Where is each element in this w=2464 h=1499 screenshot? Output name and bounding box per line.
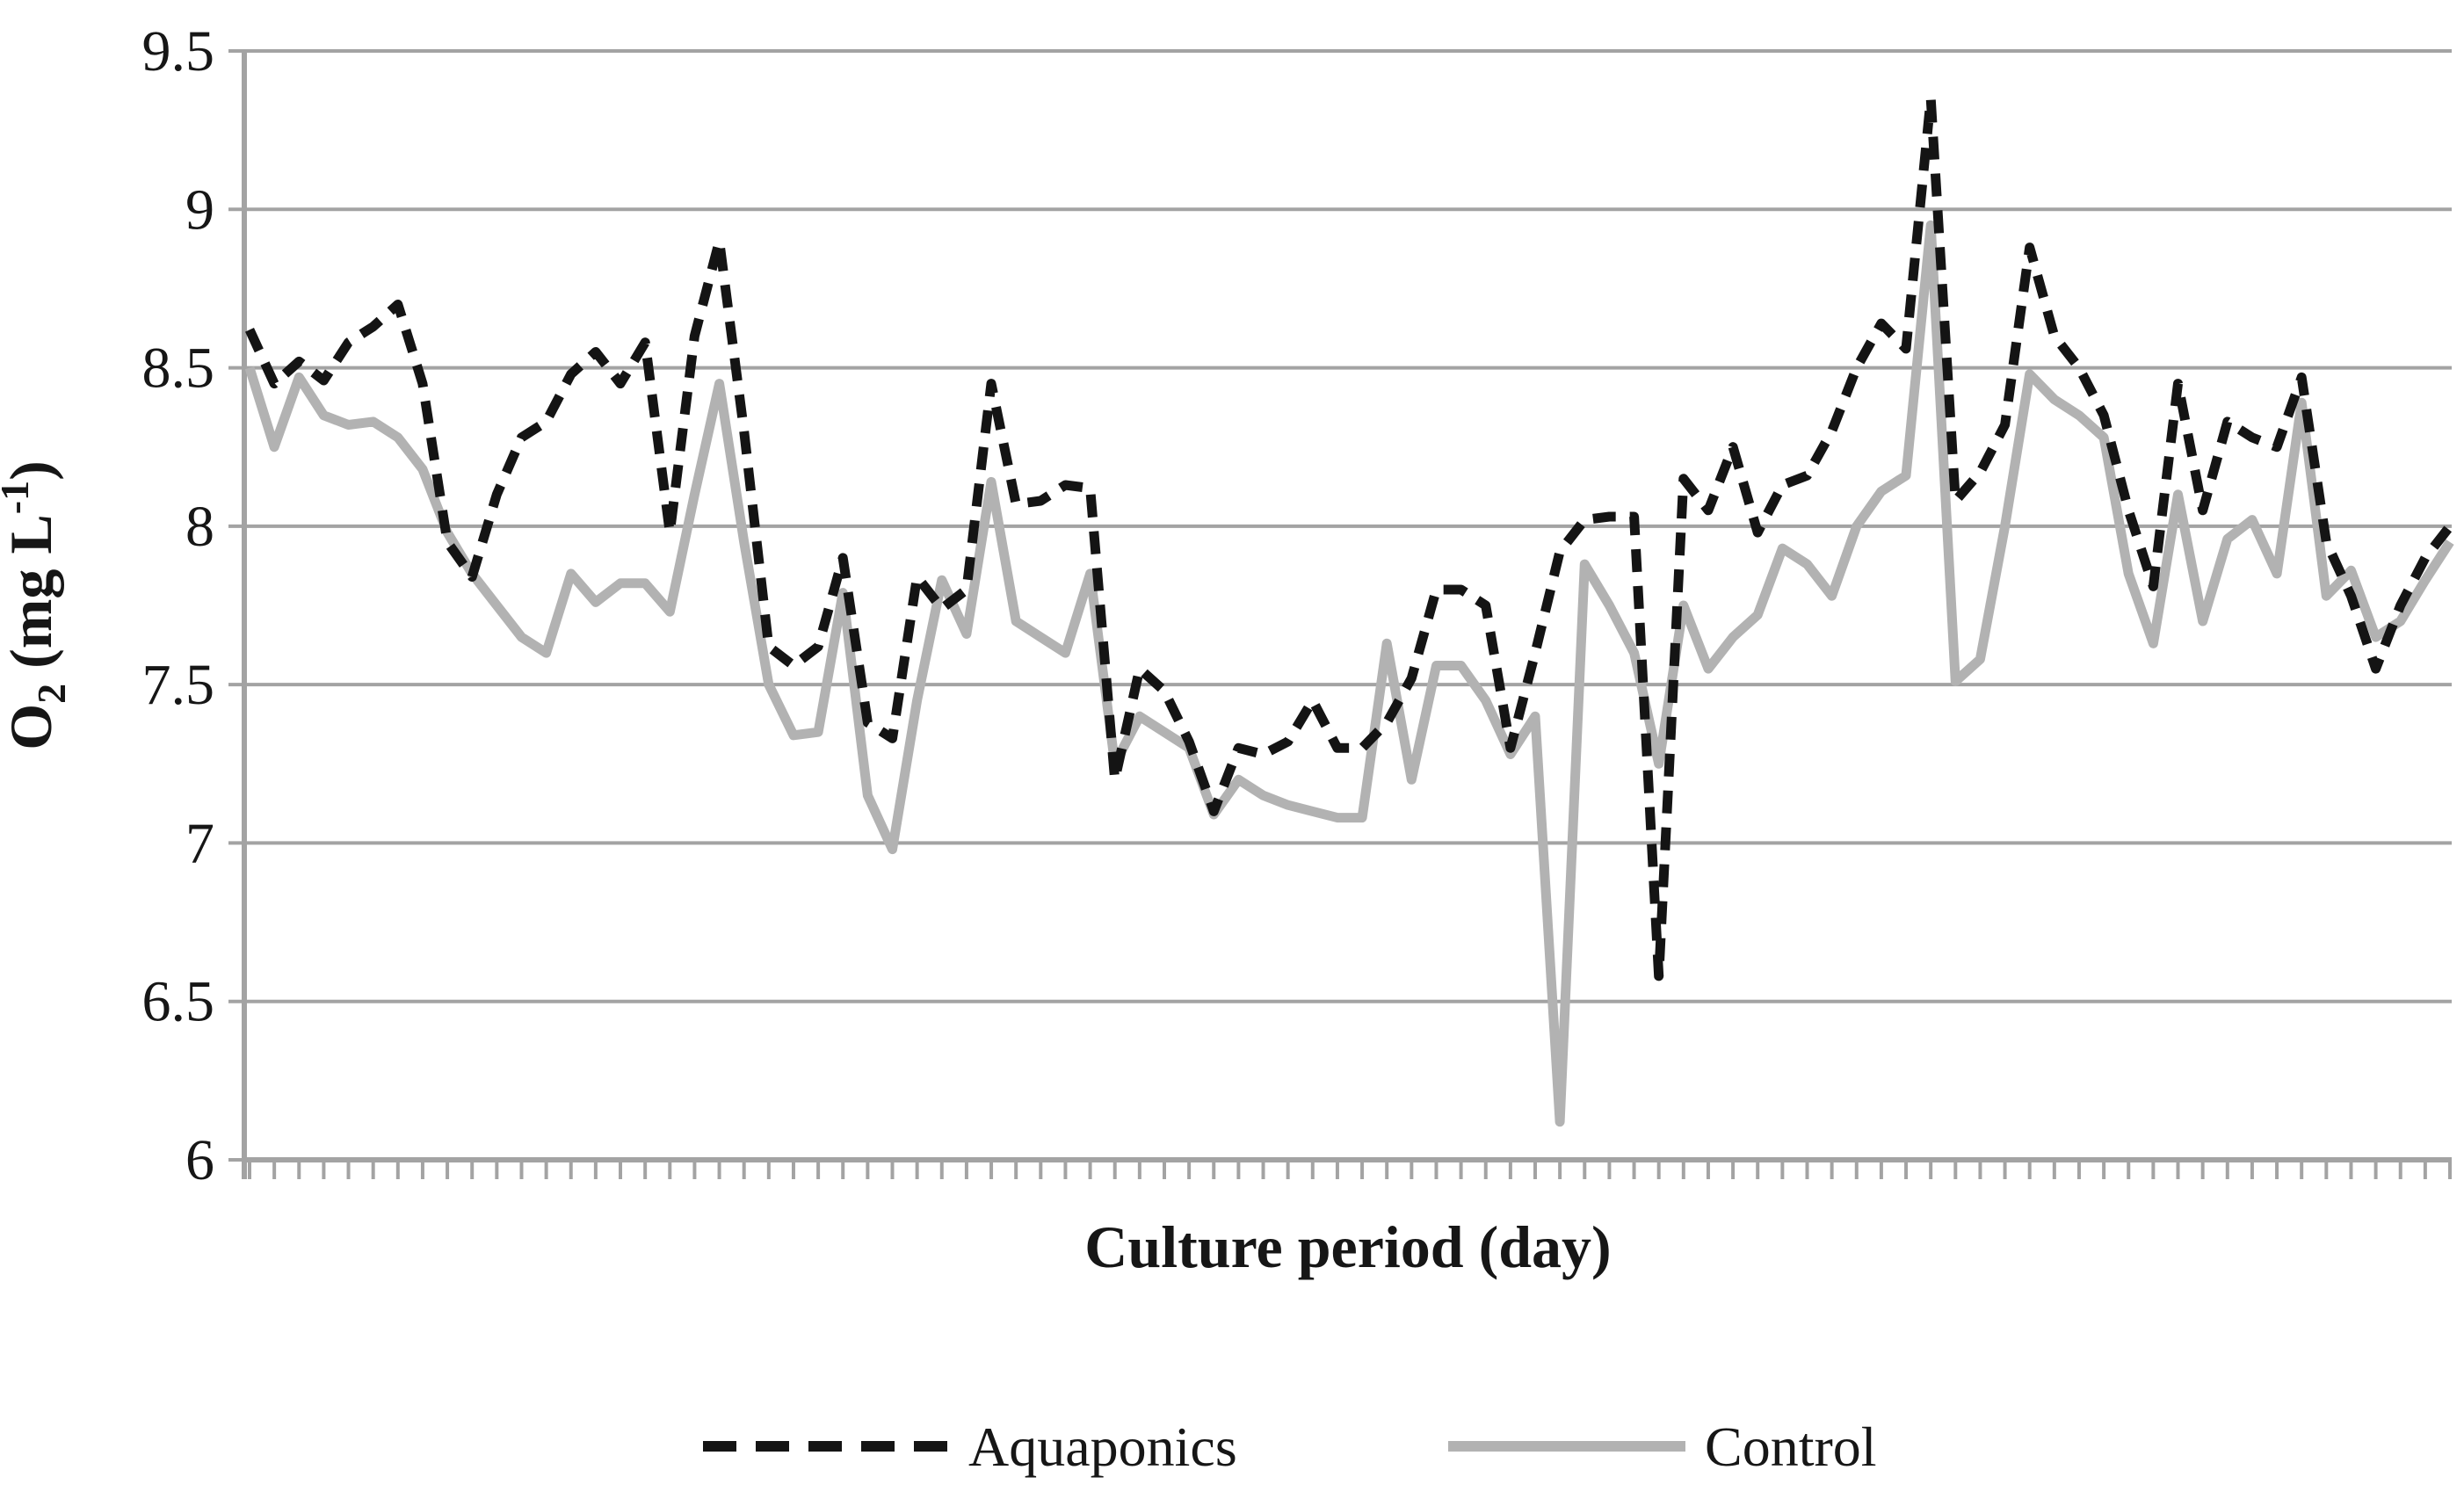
aquaponics-line bbox=[245, 93, 2454, 981]
control-line bbox=[244, 220, 2454, 1127]
y-tick-label-9: 9 bbox=[185, 177, 214, 242]
y-tick-label-9.5: 9.5 bbox=[142, 19, 215, 83]
legend-label-aquaponics: Aquaponics bbox=[968, 1416, 1237, 1478]
x-axis-ticks bbox=[248, 1160, 2452, 1179]
y-tick-label-7.5: 7.5 bbox=[142, 653, 215, 717]
horizontal-gridlines bbox=[244, 49, 2452, 1162]
y-tick-label-8: 8 bbox=[185, 495, 214, 559]
y-axis-title: O2 (mg L-1) bbox=[0, 460, 74, 750]
legend-label-control: Control bbox=[1705, 1416, 1877, 1478]
legend: Aquaponics Control bbox=[703, 1416, 1877, 1478]
y-tick-label-8.5: 8.5 bbox=[142, 337, 215, 401]
y-tick-label-6: 6 bbox=[185, 1128, 214, 1192]
x-axis-title: Culture period (day) bbox=[1084, 1213, 1611, 1280]
y-axis-tick-labels: 9.5 9 8.5 8 7.5 7 6.5 6 bbox=[142, 19, 215, 1192]
y-tick-label-6.5: 6.5 bbox=[142, 970, 215, 1034]
y-tick-label-7: 7 bbox=[185, 811, 214, 875]
